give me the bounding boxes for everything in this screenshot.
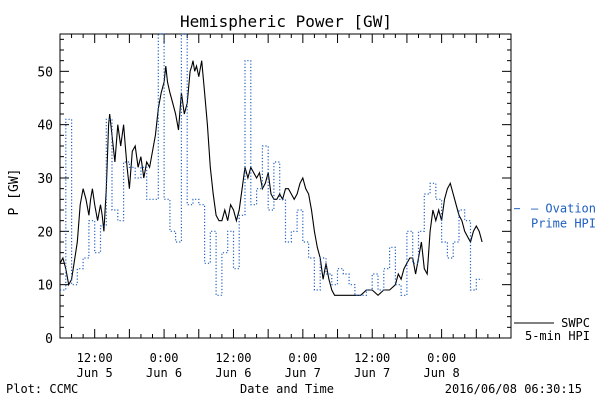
series-layer bbox=[59, 33, 483, 297]
y-axis: 0 10 20 30 40 50 bbox=[37, 38, 511, 347]
y-tick-label: 10 bbox=[37, 279, 53, 294]
x-tick-label-time: 12:00 bbox=[77, 351, 113, 365]
x-tick-label-time: 12:00 bbox=[354, 351, 390, 365]
x-tick-label-time: 0:00 bbox=[288, 351, 317, 365]
plot-area bbox=[59, 33, 512, 339]
x-tick-label-date: Jun 5 bbox=[77, 366, 113, 380]
series-line-swpc-5min-hpi bbox=[59, 60, 483, 297]
y-tick-label: 20 bbox=[37, 225, 53, 240]
x-tick-label-time: 12:00 bbox=[215, 351, 251, 365]
x-tick-label-time: 0:00 bbox=[150, 351, 179, 365]
plot-source: Plot: CCMC bbox=[6, 382, 78, 396]
series-line-ovation-prime-hpi bbox=[60, 33, 483, 296]
x-tick-label-time: 0:00 bbox=[427, 351, 456, 365]
x-tick-label-date: Jun 6 bbox=[146, 366, 182, 380]
x-tick-label-date: Jun 8 bbox=[424, 366, 460, 380]
x-axis-label: Date and Time bbox=[240, 382, 334, 396]
y-tick-label: 40 bbox=[37, 119, 53, 134]
y-tick-label: 50 bbox=[37, 65, 53, 80]
legend-label-ovation: – Ovation bbox=[531, 202, 596, 216]
chart-title: Hemispheric Power [GW] bbox=[180, 12, 392, 31]
y-tick-label: 0 bbox=[45, 332, 53, 347]
x-tick-label-date: Jun 7 bbox=[354, 366, 390, 380]
y-tick-label: 30 bbox=[37, 172, 53, 187]
plot-border bbox=[59, 33, 512, 339]
plot-timestamp: 2016/06/08 06:30:15 bbox=[445, 382, 582, 396]
y-axis-label: P [GW] bbox=[7, 169, 22, 216]
legend-label-swpc: SWPC bbox=[561, 316, 590, 330]
x-tick-label-date: Jun 6 bbox=[215, 366, 251, 380]
legend-label-swpc-line2: 5-min HPI bbox=[525, 329, 590, 343]
legend-label-ovation-line2: Prime HPI bbox=[531, 217, 596, 231]
x-tick-label-date: Jun 7 bbox=[285, 366, 321, 380]
